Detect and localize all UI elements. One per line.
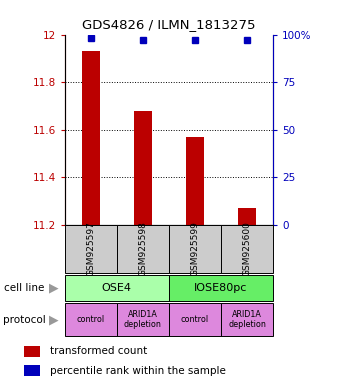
Bar [169, 303, 221, 336]
Text: percentile rank within the sample: percentile rank within the sample [50, 366, 226, 376]
Bar [65, 303, 117, 336]
Bar [117, 225, 169, 273]
Text: GSM925600: GSM925600 [243, 221, 251, 276]
Text: OSE4: OSE4 [102, 283, 132, 293]
Bar [65, 275, 169, 301]
Bar [24, 365, 40, 376]
Bar [169, 275, 273, 301]
Bar [221, 303, 273, 336]
Bar [238, 208, 256, 225]
Text: GSM925597: GSM925597 [86, 221, 95, 276]
Text: ARID1A
depletion: ARID1A depletion [124, 310, 162, 329]
Bar [169, 225, 221, 273]
Bar [82, 51, 100, 225]
Bar [24, 346, 40, 357]
Text: ▶: ▶ [49, 281, 59, 295]
Text: IOSE80pc: IOSE80pc [194, 283, 248, 293]
Bar [221, 225, 273, 273]
Text: control: control [181, 315, 209, 324]
Text: cell line: cell line [4, 283, 44, 293]
Text: GSM925598: GSM925598 [138, 221, 147, 276]
Bar [65, 225, 117, 273]
Text: GSM925599: GSM925599 [190, 221, 199, 276]
Text: control: control [77, 315, 105, 324]
Bar [117, 303, 169, 336]
Title: GDS4826 / ILMN_1813275: GDS4826 / ILMN_1813275 [82, 18, 256, 31]
Text: transformed count: transformed count [50, 346, 147, 356]
Bar [134, 111, 152, 225]
Text: protocol: protocol [4, 314, 46, 325]
Text: ▶: ▶ [49, 313, 59, 326]
Bar [186, 137, 204, 225]
Text: ARID1A
depletion: ARID1A depletion [228, 310, 266, 329]
